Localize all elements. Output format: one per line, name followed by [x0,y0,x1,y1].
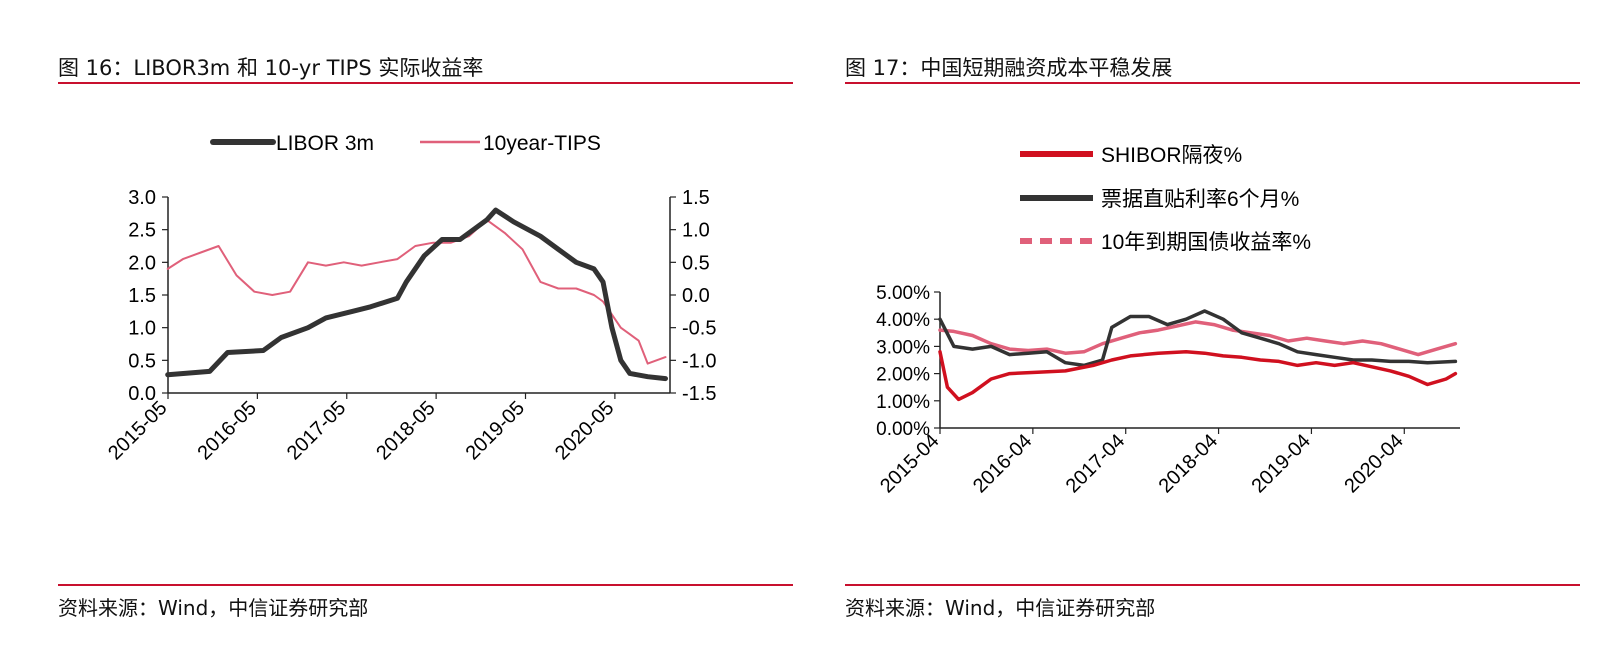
figure-16-panel: 图 16：LIBOR3m 和 10-yr TIPS 实际收益率 3.0 2.5 2.… [58,0,793,656]
left-y-tick-label: 2.0 [128,252,156,274]
left-y-tick-label: 0.0 [128,383,156,405]
left-y-tick-label: 1.0 [128,318,156,340]
figure-16-title: 图 16：LIBOR3m 和 10-yr TIPS 实际收益率 [58,56,484,80]
legend-label-tips: 10year-TIPS [483,132,601,155]
left-y-tick-label: 0.5 [128,350,156,372]
y-tick-label: 1.00% [876,392,930,413]
y-tick-label: 0.00% [876,419,930,440]
x-tick-label: 2020-04 [1340,430,1407,497]
source-rule [845,584,1580,586]
x-tick-label: 2016-04 [969,430,1036,497]
legend-label-shibor: SHIBOR隔夜% [1101,144,1242,167]
x-tick-label: 2015-05 [104,397,171,464]
china-short-rates-chart: 5.00% 4.00% 3.00% 2.00% 1.00% 0.00%2015-04 201… [876,144,1460,497]
right-y-tick-label: -1.5 [682,383,716,405]
libor-tips-chart: 3.0 2.5 2.0 1.5 1.0 0.5 0.0 1.5 1.0 0.5 0.0 -0.5 -1.… [104,132,716,464]
gov-bond-series-line [938,320,1458,357]
figure-17-source: 资料来源：Wind，中信证券研究部 [845,596,1156,620]
right-y-tick-label: 1.0 [682,220,710,242]
right-y-tick-label: -0.5 [682,318,716,340]
tips-series-line [166,218,667,365]
legend-label-libor: LIBOR 3m [276,132,374,155]
figure-16-source: 资料来源：Wind，中信证券研究部 [58,596,369,620]
title-rule [845,82,1580,84]
x-tick-label: 2018-04 [1155,430,1222,497]
legend-label-bill-rate: 票据直贴利率6个月% [1101,188,1299,211]
x-tick-label: 2019-05 [462,397,529,464]
y-tick-label: 3.00% [876,337,930,358]
x-tick-label: 2019-04 [1248,430,1315,497]
y-tick-label: 2.00% [876,365,930,386]
x-tick-label: 2017-05 [283,397,350,464]
libor-series-line [165,207,668,382]
left-y-tick-label: 2.5 [128,220,156,242]
right-y-tick-label: 0.0 [682,285,710,307]
x-tick-label: 2015-04 [876,430,943,497]
right-y-tick-label: 0.5 [682,252,710,274]
x-tick-label: 2017-04 [1062,430,1129,497]
right-y-tick-label: 1.5 [682,187,710,209]
figure-17-panel: 图 17：中国短期融资成本平稳发展 5.00% 4.00% 3.00% 2.00% 1.… [845,0,1580,656]
shibor-series-line [938,350,1458,402]
legend-label-gov-bond: 10年到期国债收益率% [1101,231,1311,254]
x-tick-label: 2018-05 [372,397,439,464]
bill-rate-series-line [938,309,1458,368]
y-tick-label: 4.00% [876,310,930,331]
left-y-tick-label: 1.5 [128,285,156,307]
y-tick-label: 5.00% [876,283,930,304]
source-rule [58,584,793,586]
title-rule [58,82,793,84]
x-tick-label: 2016-05 [193,397,260,464]
figure-17-title: 图 17：中国短期融资成本平稳发展 [845,56,1173,80]
right-y-tick-label: -1.0 [682,350,716,372]
left-y-tick-label: 3.0 [128,187,156,209]
x-tick-label: 2020-05 [551,397,618,464]
